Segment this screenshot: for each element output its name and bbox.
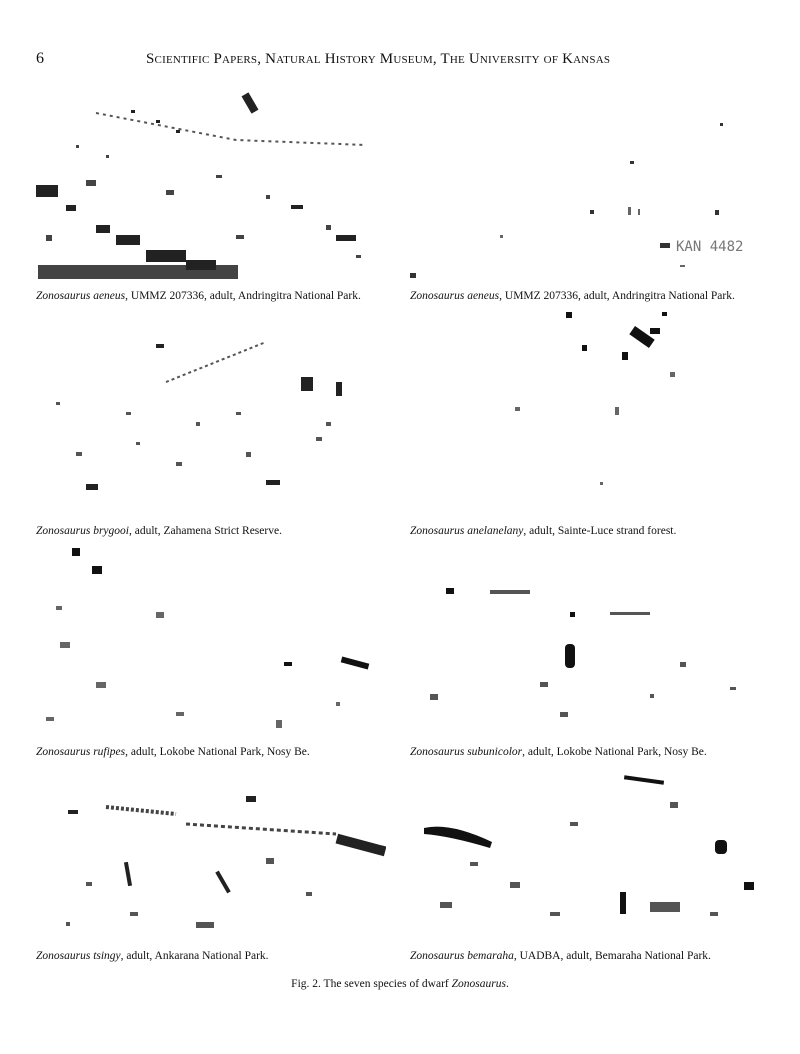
photo-zonosaurus-tsingy	[36, 762, 386, 962]
caption-text: , UADBA, adult, Bemaraha National Park.	[513, 950, 711, 962]
caption-zonosaurus-subunicolor: Zonosaurus subunicolor, adult, Lokobe Na…	[410, 746, 707, 758]
caption-zonosaurus-brygooi: Zonosaurus brygooi, adult, Zahamena Stri…	[36, 525, 282, 537]
figure-caption: Fig. 2. The seven species of dwarf Zonos…	[0, 978, 800, 990]
figure-caption-suffix: .	[505, 978, 509, 990]
photo-zonosaurus-rufipes	[36, 542, 386, 742]
caption-text: , adult, Zahamena Strict Reserve.	[128, 525, 282, 537]
photo-zonosaurus-bemaraha	[410, 762, 760, 962]
caption-zonosaurus-aeneus-1: Zonosaurus aeneus, UMMZ 207336, adult, A…	[36, 290, 361, 302]
caption-text: , UMMZ 207336, adult, Andringitra Nation…	[499, 290, 735, 302]
caption-zonosaurus-bemaraha: Zonosaurus bemaraha, UADBA, adult, Bemar…	[410, 950, 711, 962]
caption-zonosaurus-anelanelany: Zonosaurus anelanelany, adult, Sainte-Lu…	[410, 525, 676, 537]
caption-zonosaurus-tsingy: Zonosaurus tsingy, adult, Ankarana Natio…	[36, 950, 269, 962]
caption-text: , adult, Lokobe National Park, Nosy Be.	[522, 746, 707, 758]
photo-zonosaurus-aeneus-1	[36, 85, 386, 285]
photo-zonosaurus-anelanelany	[410, 312, 760, 512]
photo-zonosaurus-brygooi	[36, 312, 386, 512]
species-name: Zonosaurus brygooi	[36, 525, 129, 537]
photo-zonosaurus-subunicolor	[410, 542, 760, 742]
species-name: Zonosaurus subunicolor	[410, 746, 523, 758]
figure-caption-genus: Zonosaurus	[451, 978, 506, 990]
caption-text: , adult, Sainte-Luce strand forest.	[523, 525, 677, 537]
caption-text: , UMMZ 207336, adult, Andringitra Nation…	[125, 290, 361, 302]
species-name: Zonosaurus tsingy	[36, 950, 121, 962]
caption-zonosaurus-rufipes: Zonosaurus rufipes, adult, Lokobe Nation…	[36, 746, 310, 758]
page-number: 6	[36, 50, 44, 67]
page-header: 6 Scientific Papers, Natural History Mus…	[36, 50, 764, 72]
species-name: Zonosaurus rufipes	[36, 746, 126, 758]
species-name: Zonosaurus aeneus	[410, 290, 500, 302]
figure-caption-prefix: Fig. 2. The seven species of dwarf	[291, 978, 452, 990]
species-name: Zonosaurus aeneus	[36, 290, 126, 302]
specimen-tag: KAN 4482	[676, 239, 743, 255]
caption-text: , adult, Ankarana National Park.	[120, 950, 269, 962]
running-title: Scientific Papers, Natural History Museu…	[146, 51, 611, 67]
photo-zonosaurus-aeneus-2: KAN 4482	[410, 85, 760, 285]
caption-text: , adult, Lokobe National Park, Nosy Be.	[125, 746, 310, 758]
caption-zonosaurus-aeneus-2: Zonosaurus aeneus, UMMZ 207336, adult, A…	[410, 290, 735, 302]
species-name: Zonosaurus anelanelany	[410, 525, 524, 537]
species-name: Zonosaurus bemaraha	[410, 950, 514, 962]
